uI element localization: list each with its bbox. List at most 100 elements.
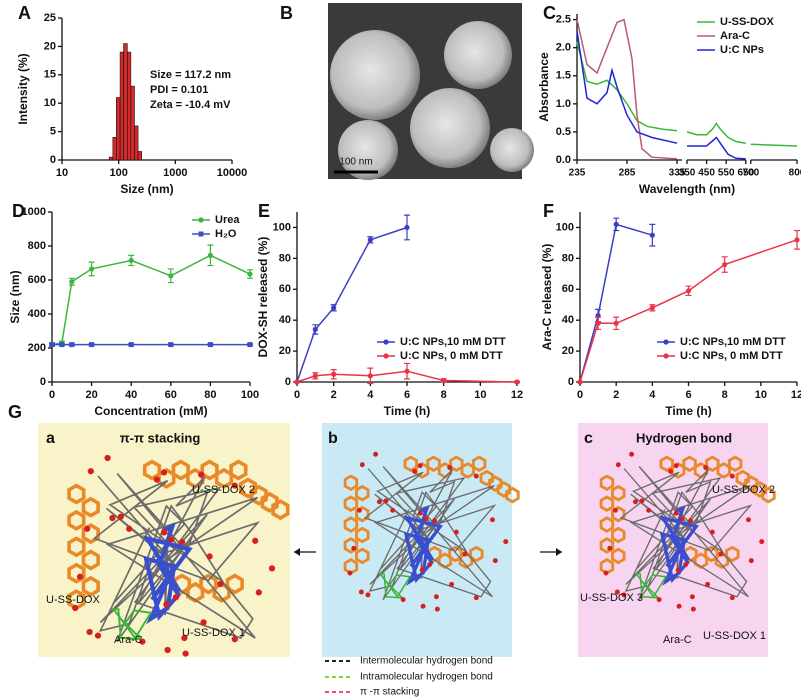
particle (338, 120, 398, 180)
atom (351, 545, 357, 551)
bar (126, 51, 132, 161)
atom (434, 606, 440, 612)
y-tick-label: 800 (28, 240, 46, 252)
marker (294, 379, 300, 385)
atom (709, 529, 715, 535)
atom (718, 551, 724, 557)
annotation: Size = 117.2 nm (150, 69, 231, 81)
atom (614, 589, 620, 595)
ring (599, 516, 615, 533)
ring (67, 536, 86, 558)
marker (168, 342, 174, 348)
y-axis-label: Absorbance (537, 52, 551, 122)
line (576, 30, 746, 160)
marker (207, 252, 213, 258)
marker (168, 273, 174, 279)
legend-label: H₂O (215, 228, 237, 240)
ring (659, 455, 674, 473)
atom (639, 498, 645, 504)
annotation: PDI = 0.101 (150, 84, 208, 96)
bar (116, 97, 121, 161)
x-tick-label: 650 (737, 168, 754, 179)
legend-label: Ara-C (720, 30, 750, 42)
atom (172, 594, 180, 601)
atom (164, 646, 171, 654)
ring (496, 481, 512, 498)
atom (690, 606, 696, 612)
annotation: U-SS-DOX 1 (703, 630, 766, 642)
atom (417, 510, 423, 516)
atom (656, 597, 662, 603)
backbone (619, 466, 753, 600)
ring (81, 496, 100, 518)
molecule (599, 451, 776, 612)
ring (611, 526, 626, 544)
ring (599, 495, 615, 512)
x-tick-label: 8 (722, 389, 728, 401)
y-tick-label: 60 (279, 283, 291, 295)
annotation: U-SS-DOX 2 (712, 484, 775, 496)
atom (607, 545, 613, 551)
ring (67, 562, 86, 584)
ring (271, 499, 290, 521)
x-tick-label: 6 (404, 389, 410, 401)
atom (447, 465, 453, 471)
legend-label: U:C NPs,10 mM DTT (400, 336, 506, 348)
legend-label: U-SS-DOX (720, 16, 774, 28)
legend-marker (198, 231, 204, 237)
ara-c (659, 505, 700, 586)
legend-label: Intramolecular hydrogen bond (360, 672, 493, 683)
y-tick-label: 0 (50, 154, 56, 166)
y-tick-label: 1.5 (556, 70, 571, 82)
scale-bar-label: 100 nm (339, 157, 372, 168)
x-tick-label: 12 (791, 389, 801, 401)
atom (109, 514, 116, 522)
y-axis-label: Size (nm) (8, 270, 22, 323)
backbone (92, 473, 261, 643)
y-tick-label: 20 (44, 40, 56, 52)
x-tick-label: 0 (577, 389, 583, 401)
atom (376, 499, 382, 505)
ring (229, 459, 248, 481)
atom (675, 567, 681, 573)
legend-marker (198, 217, 204, 223)
atom (383, 498, 389, 504)
chart: F 0 20 40 60 80 100 0 2 4 6 8 10 12 Time (h) Ara-C rele… (540, 201, 801, 418)
subpanel-title: π-π stacking (120, 430, 201, 445)
x-tick-label: 700 (742, 168, 759, 179)
atom (420, 603, 426, 609)
y-tick-label: 60 (562, 283, 574, 295)
atom (255, 589, 262, 596)
marker (649, 305, 655, 311)
annotation: U-SS-DOX (46, 594, 100, 606)
y-tick-label: 40 (562, 314, 574, 326)
ring (611, 547, 626, 565)
chart: E 0 20 40 60 80 100 0 2 4 6 8 10 12 Time (h) DOX-SH rel… (256, 201, 523, 418)
atom (87, 468, 94, 475)
ring (81, 549, 100, 571)
ring (238, 477, 258, 499)
marker (685, 288, 692, 294)
atom (705, 581, 711, 587)
particle (490, 128, 534, 172)
atom (200, 619, 207, 626)
ring (343, 516, 359, 533)
molecule (343, 451, 520, 612)
marker (404, 368, 410, 374)
subpanel-title: Hydrogen bond (636, 430, 732, 445)
panel-label: G (8, 402, 22, 422)
subpanel-label: a (46, 430, 55, 447)
atom (729, 473, 735, 479)
ring (725, 545, 740, 563)
y-tick-label: 600 (28, 274, 46, 286)
atom (206, 553, 213, 560)
panel-label: F (543, 201, 554, 221)
atom (160, 529, 168, 536)
legend-label: π -π stacking (360, 687, 419, 698)
atom (139, 638, 146, 645)
subpanel-label: b (328, 430, 338, 447)
marker (595, 320, 601, 326)
x-tick-label: 10 (755, 389, 767, 401)
atom (84, 525, 91, 532)
ring (249, 484, 268, 506)
